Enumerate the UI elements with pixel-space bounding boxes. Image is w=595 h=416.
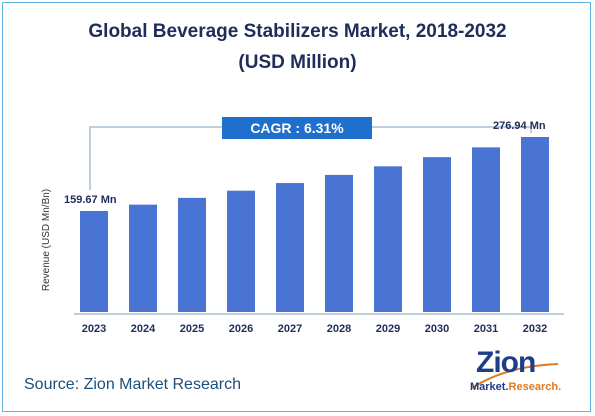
cagr-connector-left — [89, 126, 222, 190]
x-tick-label: 2030 — [425, 323, 449, 335]
chart-subtitle: (USD Million) — [238, 52, 357, 73]
logo-swoosh-icon — [471, 363, 559, 389]
bar — [374, 166, 402, 312]
bar — [80, 211, 108, 312]
data-label-last: 276.94 Mn — [493, 120, 546, 132]
x-tick-label: 2024 — [131, 323, 156, 335]
chart-title: Global Beverage Stabilizers Market, 2018… — [88, 21, 507, 42]
data-label-first: 159.67 Mn — [64, 194, 117, 206]
bar — [276, 183, 304, 312]
x-tick-label: 2032 — [523, 323, 547, 335]
x-tick-label: 2029 — [376, 323, 400, 335]
cagr-connector-right — [372, 126, 532, 133]
bar — [178, 197, 206, 312]
cagr-box — [222, 117, 372, 139]
bar — [325, 174, 353, 312]
x-tick-label: 2028 — [327, 323, 351, 335]
bar — [472, 147, 500, 312]
x-tick-label: 2027 — [278, 323, 302, 335]
cagr-label: CAGR : 6.31% — [250, 120, 344, 136]
logo-wordmark: Zion — [476, 346, 536, 379]
x-tick-label: 2023 — [82, 323, 106, 335]
zion-logo: Zion Market.Research. — [462, 346, 572, 402]
bar — [423, 157, 451, 312]
logo-sub-research: Research. — [508, 381, 562, 393]
source-note: Source: Zion Market Research — [24, 376, 241, 393]
bar — [521, 137, 549, 312]
bar — [129, 204, 157, 312]
x-tick-label: 2026 — [229, 323, 253, 335]
y-axis-label: Revenue (USD Mn/Bn) — [41, 189, 52, 291]
x-tick-label: 2031 — [474, 323, 498, 335]
logo-sub-market: Market. — [470, 381, 509, 393]
logo-subtitle: Market.Research. — [470, 381, 561, 393]
bar — [227, 190, 255, 312]
x-tick-label: 2025 — [180, 323, 204, 335]
